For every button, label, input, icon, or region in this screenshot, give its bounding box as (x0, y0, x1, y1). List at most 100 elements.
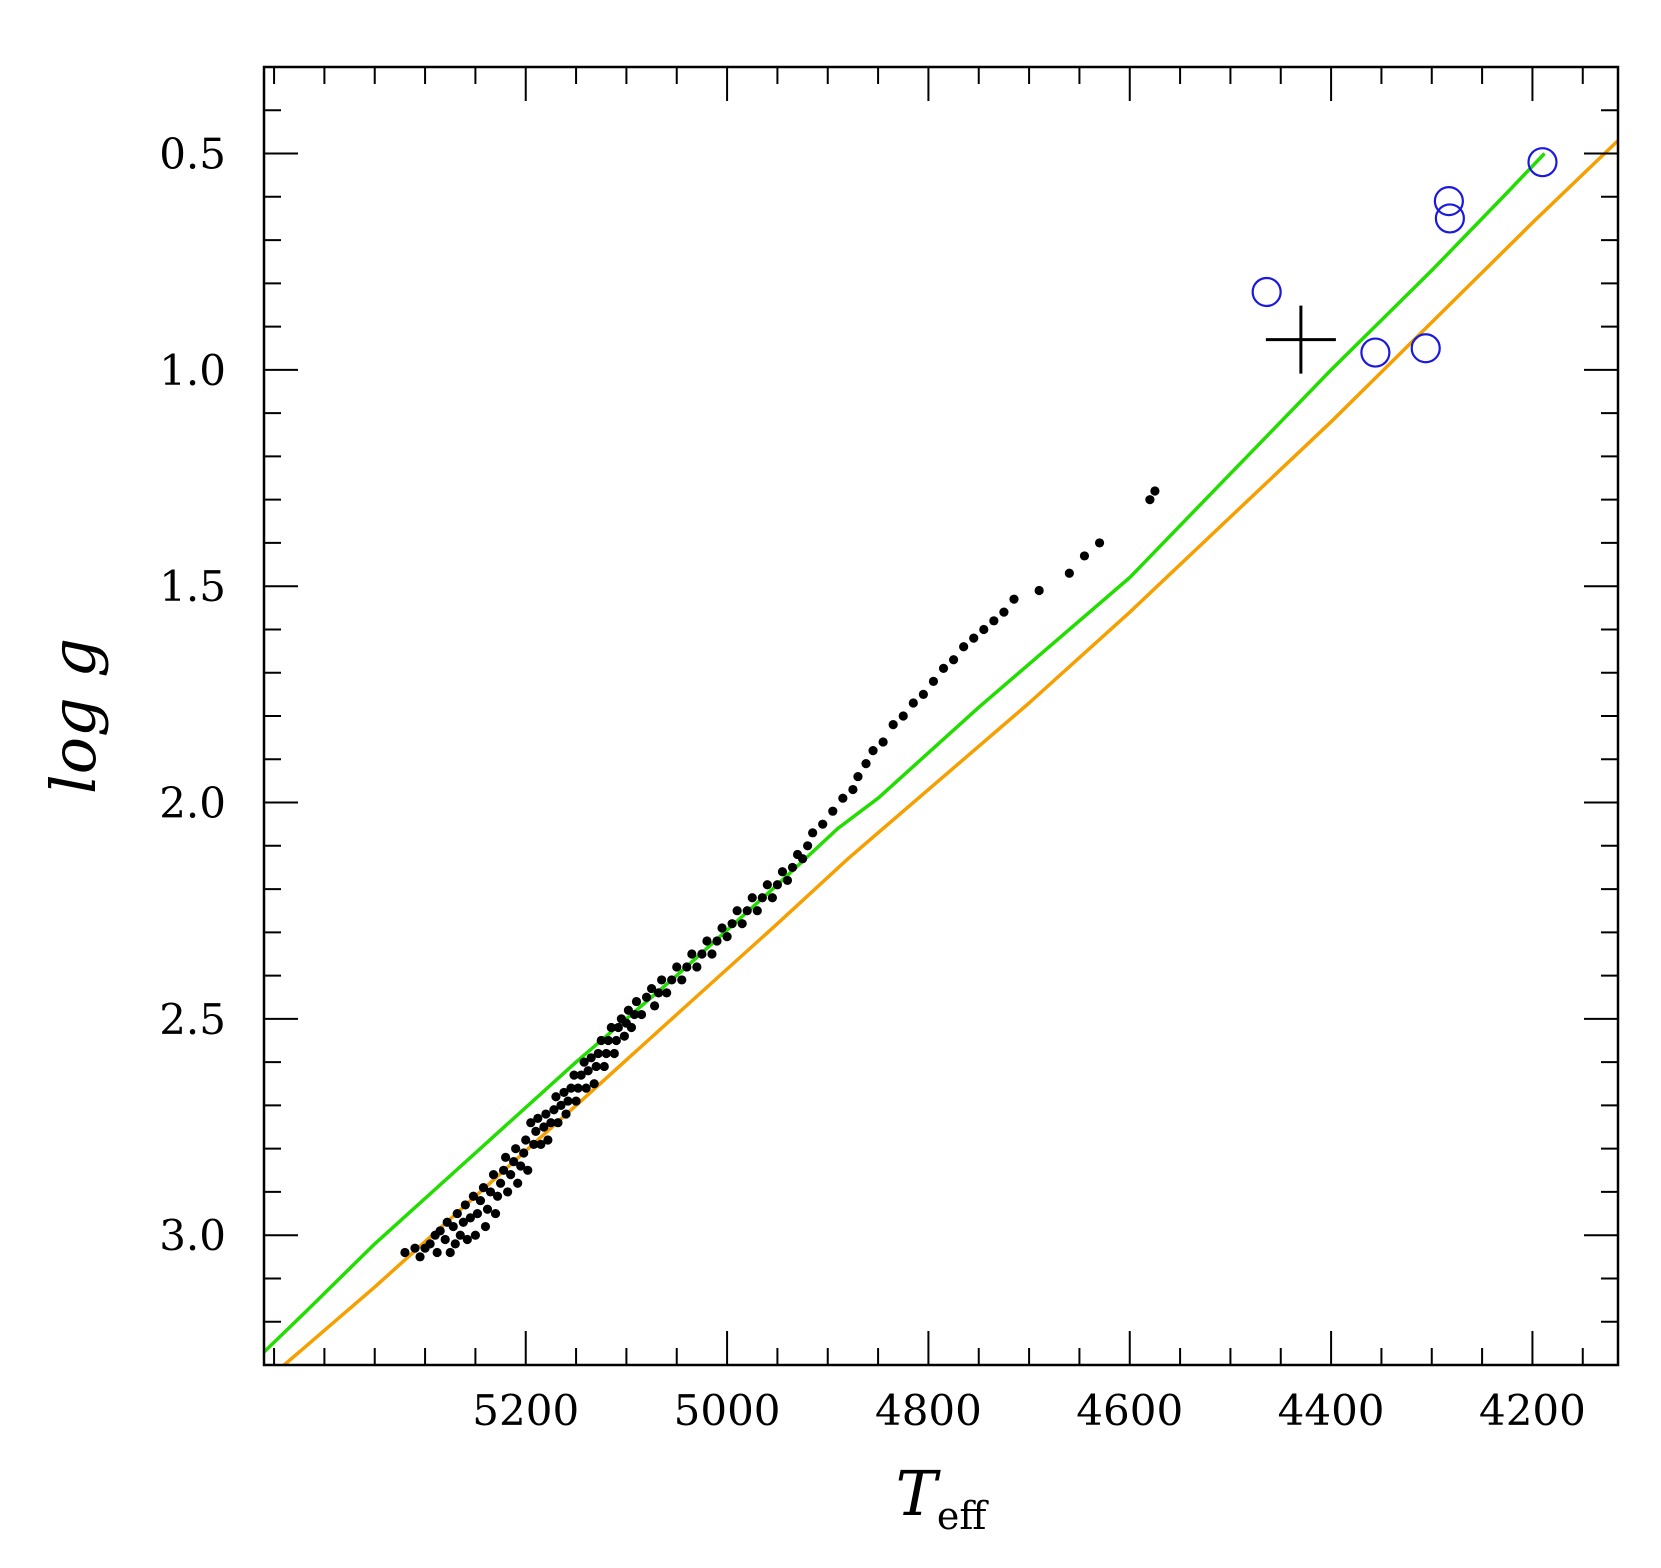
star-point (468, 1191, 478, 1201)
star-point (928, 676, 939, 686)
star-point (490, 1208, 501, 1219)
star-point (782, 875, 793, 886)
star-point (586, 1053, 596, 1063)
star-point (697, 949, 707, 959)
star-point (452, 1208, 462, 1219)
star-point (777, 867, 788, 877)
star-point (677, 975, 687, 985)
star-point (969, 633, 979, 643)
star-point (692, 962, 702, 972)
model-line-2 (282, 139, 1618, 1365)
star-point (425, 1239, 435, 1249)
star-point (629, 1009, 640, 1020)
star-point (559, 1087, 569, 1098)
open-circle-point (1434, 203, 1465, 234)
star-point (878, 737, 888, 747)
star-point (440, 1234, 450, 1245)
star-point (613, 1022, 623, 1033)
open-circle-point (1410, 333, 1441, 364)
star-point (556, 1100, 566, 1110)
star-point (717, 923, 727, 933)
star-point (482, 1204, 493, 1214)
x-tick-label: 5000 (674, 1386, 781, 1435)
star-point (465, 1213, 475, 1223)
star-point (569, 1070, 579, 1080)
star-point (1145, 495, 1155, 505)
star-point (589, 1079, 599, 1089)
star-point (818, 819, 828, 829)
star-point (808, 828, 818, 838)
star-point (989, 616, 999, 626)
star-point (509, 1157, 519, 1167)
x-tick-label: 4400 (1278, 1386, 1385, 1435)
star-point (583, 1066, 593, 1076)
star-point (707, 949, 717, 959)
star-point (400, 1247, 410, 1258)
star-point (732, 906, 742, 916)
star-point (571, 1096, 581, 1106)
star-point (747, 893, 757, 903)
star-point (498, 1165, 509, 1175)
star-point (591, 1061, 601, 1072)
open-circle-point (1433, 186, 1464, 217)
star-point (475, 1195, 486, 1206)
star-point (513, 1178, 523, 1188)
axis-ticks (264, 66, 1618, 1366)
star-point (576, 1070, 586, 1080)
star-point (506, 1170, 516, 1180)
y-axis-title: log g (37, 638, 110, 794)
y-tick-label: 0.5 (159, 130, 226, 179)
star-point (649, 1001, 660, 1011)
star-point (948, 655, 959, 665)
star-point (566, 1083, 576, 1093)
x-axis-title-main: T (896, 1457, 942, 1530)
x-tick-label: 4600 (1076, 1386, 1183, 1435)
star-point (603, 1035, 613, 1046)
star-point (472, 1208, 483, 1219)
star-point (772, 880, 783, 890)
star-point (596, 1035, 606, 1046)
open-circle-point (1251, 276, 1282, 308)
star-point (485, 1187, 496, 1197)
star-point (979, 624, 989, 635)
star-point (737, 919, 747, 929)
star-point (702, 936, 712, 946)
star-point (641, 992, 652, 1002)
star-point (448, 1221, 458, 1232)
star-point (742, 906, 752, 916)
star-point (999, 607, 1009, 617)
star-point (861, 758, 871, 769)
star-point (495, 1178, 506, 1188)
star-point (722, 932, 732, 942)
star-point (918, 689, 928, 699)
star-point (553, 1118, 563, 1128)
star-point (561, 1109, 571, 1119)
star-point (606, 1022, 616, 1033)
star-point (549, 1105, 559, 1115)
star-point (938, 663, 949, 674)
star-point (611, 1035, 621, 1046)
star-point (445, 1247, 455, 1258)
star-point (687, 949, 697, 959)
star-point (593, 1048, 603, 1059)
star-point (1079, 551, 1090, 561)
star-point (521, 1135, 531, 1145)
star-point (541, 1109, 551, 1119)
model-line-1 (264, 152, 1546, 1354)
star-point (959, 642, 969, 652)
star-point (654, 988, 664, 998)
star-point (626, 1022, 637, 1033)
open-circle-point (1527, 147, 1558, 178)
star-point (657, 975, 667, 985)
star-point (838, 793, 848, 803)
star-point (458, 1217, 468, 1227)
star-point (712, 936, 722, 946)
y-tick-label: 2.5 (159, 995, 226, 1044)
plot-frame (262, 65, 1620, 1367)
star-point (1009, 594, 1019, 604)
star-point (682, 962, 692, 972)
star-point (609, 1048, 619, 1059)
star-point (519, 1148, 529, 1158)
x-axis-title-subscript: eff (937, 1494, 989, 1538)
